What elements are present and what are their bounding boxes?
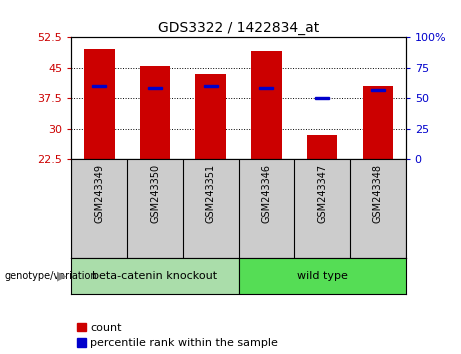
Text: beta-catenin knockout: beta-catenin knockout bbox=[93, 271, 218, 281]
Bar bbox=[307, 135, 337, 159]
Legend: count, percentile rank within the sample: count, percentile rank within the sample bbox=[77, 322, 278, 348]
Bar bbox=[140, 66, 170, 159]
Bar bbox=[148, 87, 162, 89]
Bar bbox=[195, 74, 226, 159]
Text: GSM243348: GSM243348 bbox=[373, 164, 383, 223]
Bar bbox=[84, 50, 115, 159]
Text: GSM243347: GSM243347 bbox=[317, 164, 327, 223]
Bar bbox=[315, 97, 329, 99]
Text: genotype/variation: genotype/variation bbox=[5, 271, 97, 281]
Bar bbox=[92, 85, 106, 87]
Text: GSM243346: GSM243346 bbox=[261, 164, 272, 223]
Text: GSM243349: GSM243349 bbox=[95, 164, 104, 223]
Title: GDS3322 / 1422834_at: GDS3322 / 1422834_at bbox=[158, 21, 319, 35]
Text: GSM243350: GSM243350 bbox=[150, 164, 160, 223]
Bar bbox=[260, 87, 273, 89]
Bar bbox=[251, 51, 282, 159]
Bar bbox=[371, 89, 385, 91]
Text: ▶: ▶ bbox=[57, 270, 67, 282]
Bar bbox=[204, 85, 218, 87]
Text: wild type: wild type bbox=[297, 271, 348, 281]
Text: GSM243351: GSM243351 bbox=[206, 164, 216, 223]
Bar bbox=[362, 86, 393, 159]
